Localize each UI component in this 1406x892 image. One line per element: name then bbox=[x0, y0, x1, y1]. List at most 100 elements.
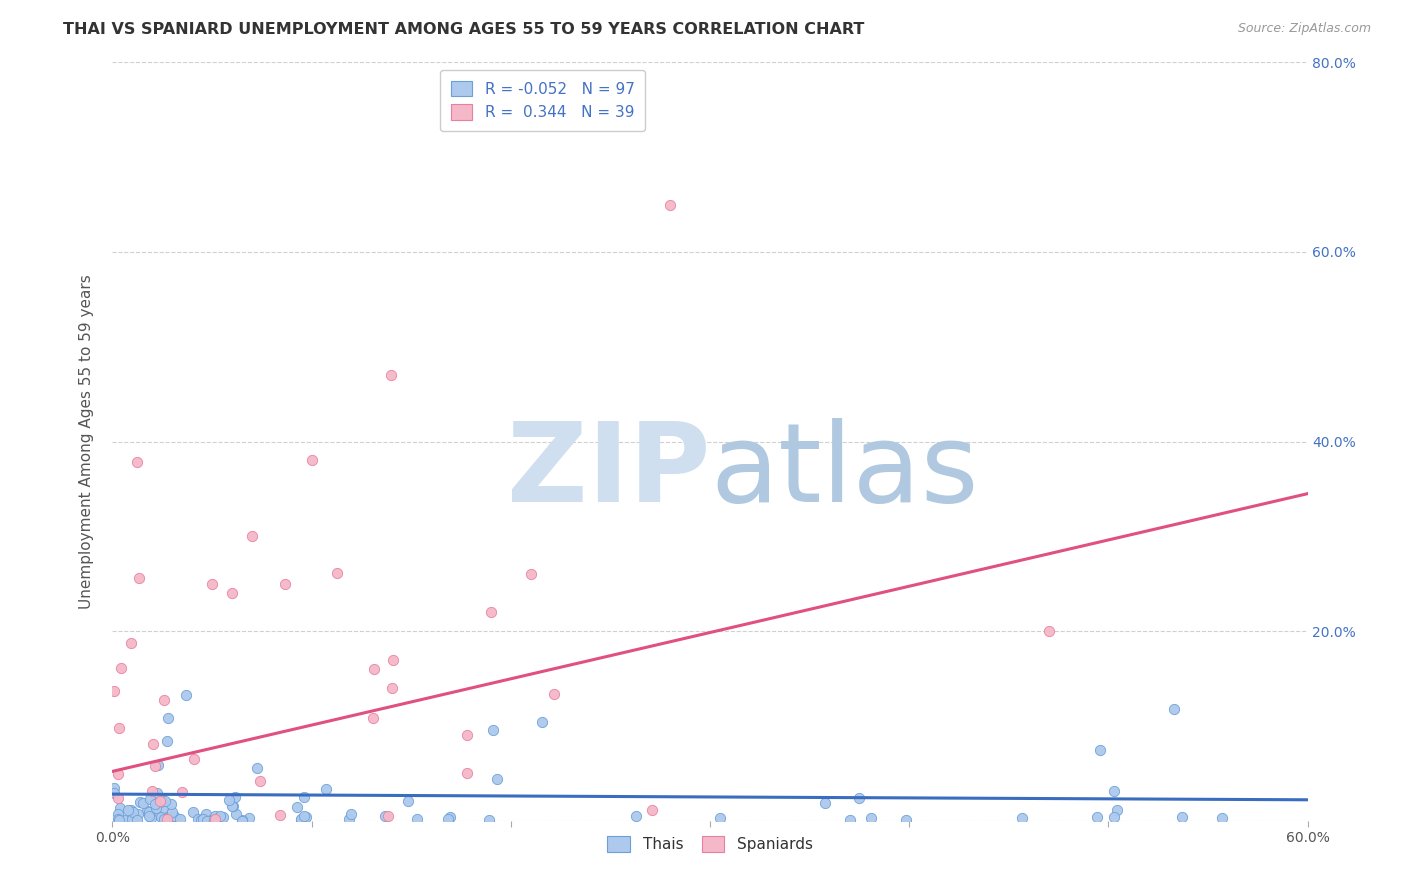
Point bbox=[107, 790, 129, 805]
Point bbox=[285, 800, 308, 814]
Point bbox=[218, 793, 240, 807]
Point bbox=[381, 652, 404, 666]
Point bbox=[224, 789, 246, 804]
Point bbox=[107, 807, 129, 822]
Point bbox=[530, 715, 553, 730]
Point bbox=[156, 711, 179, 725]
Point bbox=[814, 796, 837, 810]
Point bbox=[1102, 784, 1125, 798]
Point bbox=[122, 805, 145, 819]
Point bbox=[1088, 742, 1111, 756]
Point bbox=[543, 687, 565, 701]
Point bbox=[138, 805, 160, 819]
Text: Source: ZipAtlas.com: Source: ZipAtlas.com bbox=[1237, 22, 1371, 36]
Point bbox=[326, 566, 349, 580]
Point bbox=[1085, 810, 1108, 824]
Point bbox=[108, 721, 131, 735]
Point bbox=[1038, 624, 1060, 639]
Point bbox=[131, 797, 153, 811]
Point bbox=[315, 781, 337, 796]
Point bbox=[136, 804, 159, 818]
Point bbox=[127, 806, 149, 821]
Point bbox=[456, 728, 478, 742]
Point bbox=[859, 811, 882, 825]
Point bbox=[709, 811, 731, 825]
Point bbox=[340, 807, 363, 822]
Point bbox=[292, 809, 315, 823]
Point bbox=[107, 767, 129, 781]
Point bbox=[290, 812, 312, 826]
Point bbox=[197, 814, 219, 828]
Point bbox=[209, 809, 232, 823]
Point bbox=[1163, 702, 1185, 716]
Point bbox=[274, 576, 297, 591]
Point bbox=[143, 797, 166, 811]
Point bbox=[142, 737, 165, 751]
Point bbox=[221, 798, 243, 813]
Point bbox=[624, 808, 647, 822]
Point bbox=[156, 733, 179, 747]
Point bbox=[231, 814, 253, 828]
Point bbox=[201, 576, 224, 591]
Point bbox=[107, 812, 129, 826]
Point bbox=[160, 797, 183, 812]
Point bbox=[169, 812, 191, 826]
Point bbox=[181, 805, 204, 819]
Point bbox=[1171, 810, 1194, 824]
Point bbox=[122, 814, 145, 828]
Point bbox=[149, 794, 172, 808]
Point bbox=[120, 636, 142, 650]
Point bbox=[127, 814, 149, 828]
Point bbox=[103, 683, 125, 698]
Point bbox=[485, 772, 508, 786]
Point bbox=[231, 813, 253, 827]
Point bbox=[156, 810, 179, 824]
Point bbox=[396, 794, 419, 808]
Point bbox=[117, 803, 139, 817]
Point bbox=[165, 811, 187, 825]
Point bbox=[149, 795, 172, 809]
Point bbox=[204, 812, 226, 826]
Point bbox=[120, 804, 142, 818]
Point bbox=[191, 812, 214, 826]
Point bbox=[377, 809, 399, 823]
Point bbox=[380, 368, 402, 383]
Point bbox=[153, 812, 176, 826]
Point bbox=[363, 662, 385, 676]
Point bbox=[160, 810, 183, 824]
Point bbox=[153, 794, 176, 808]
Point bbox=[145, 801, 167, 815]
Text: THAI VS SPANIARD UNEMPLOYMENT AMONG AGES 55 TO 59 YEARS CORRELATION CHART: THAI VS SPANIARD UNEMPLOYMENT AMONG AGES… bbox=[63, 22, 865, 37]
Point bbox=[204, 809, 226, 823]
Point bbox=[482, 723, 505, 738]
Point bbox=[163, 808, 186, 822]
Point bbox=[659, 197, 682, 211]
Point bbox=[149, 791, 172, 805]
Point bbox=[143, 758, 166, 772]
Point bbox=[479, 605, 502, 619]
Point bbox=[405, 812, 427, 826]
Point bbox=[190, 813, 212, 827]
Point bbox=[121, 812, 143, 826]
Point bbox=[148, 758, 170, 772]
Point bbox=[225, 806, 247, 821]
Point bbox=[156, 812, 179, 826]
Point bbox=[107, 814, 129, 828]
Point bbox=[249, 773, 271, 788]
Point bbox=[478, 814, 501, 828]
Point bbox=[202, 814, 225, 828]
Point bbox=[839, 813, 862, 827]
Point bbox=[1011, 811, 1033, 825]
Point bbox=[896, 814, 918, 828]
Point bbox=[292, 790, 315, 805]
Point bbox=[150, 810, 173, 824]
Point bbox=[246, 761, 269, 775]
Legend: Thais, Spaniards: Thais, Spaniards bbox=[602, 830, 818, 858]
Text: ZIP: ZIP bbox=[506, 418, 710, 525]
Point bbox=[128, 795, 150, 809]
Point bbox=[174, 688, 197, 702]
Point bbox=[361, 711, 384, 725]
Point bbox=[1211, 811, 1233, 825]
Point bbox=[103, 781, 125, 796]
Point bbox=[269, 808, 291, 822]
